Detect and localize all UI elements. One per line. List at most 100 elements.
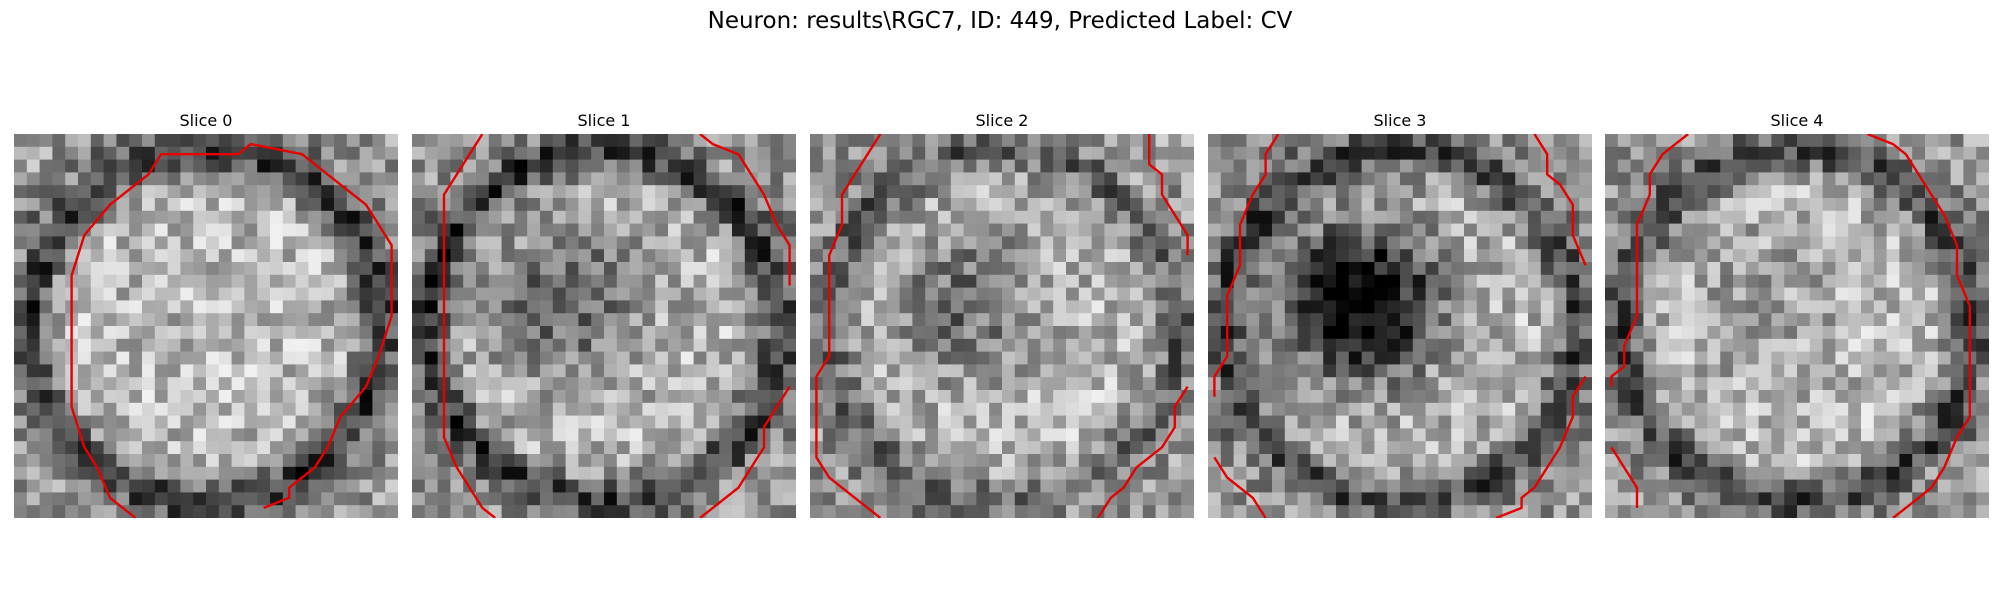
slice-2-pixel — [886, 466, 901, 481]
slice-1-pixel — [488, 198, 503, 212]
slice-2-pixel — [886, 249, 901, 263]
slice-2-pixel — [1040, 223, 1054, 237]
slice-2-pixel — [1130, 338, 1144, 353]
slice-3-pixel — [1464, 172, 1478, 186]
slice-2-pixel — [1002, 364, 1016, 378]
slice-4-pixel — [1848, 223, 1862, 237]
slice-0-pixel — [257, 223, 271, 237]
slice-0-pixel — [295, 338, 309, 353]
slice-3-pixel — [1310, 338, 1324, 353]
slice-3-pixel — [1374, 415, 1388, 429]
slice-4-pixel — [1937, 326, 1952, 340]
slice-1-pixel — [655, 492, 669, 506]
slice-4-pixel — [1861, 441, 1875, 455]
slice-2-pixel — [912, 249, 926, 263]
slice-0-pixel — [39, 415, 53, 429]
slice-4-pixel — [1771, 338, 1785, 353]
slice-0-pixel — [308, 313, 322, 327]
slice-4-pixel — [1925, 210, 1939, 225]
slice-3-pixel — [1438, 402, 1452, 417]
slice-3-pixel — [1540, 274, 1555, 289]
slice-1-pixel — [591, 146, 605, 161]
slice-4-pixel — [1681, 351, 1696, 365]
slice-4-pixel — [1745, 492, 1760, 506]
slice-3-pixel — [1553, 159, 1567, 173]
slice-2-pixel — [810, 492, 824, 506]
slice-3-pixel — [1361, 146, 1375, 161]
slice-2-pixel — [899, 262, 913, 276]
slice-3-pixel — [1451, 223, 1465, 237]
slice-1-pixel — [783, 402, 796, 417]
slice-1-pixel — [604, 338, 618, 353]
slice-4-pixel — [1605, 185, 1619, 199]
slice-3-pixel — [1438, 236, 1452, 250]
slice-0-pixel — [372, 428, 386, 442]
slice-2-pixel — [1168, 351, 1182, 365]
slice-4-pixel — [1758, 505, 1772, 518]
slice-3-pixel — [1220, 159, 1235, 173]
slice-3-pixel — [1246, 505, 1260, 518]
slice-3-pixel — [1387, 441, 1401, 455]
slice-2-pixel — [1040, 364, 1054, 378]
slice-0-pixel — [244, 198, 258, 212]
slice-2-pixel — [1040, 338, 1054, 353]
slice-4-pixel — [1694, 364, 1708, 378]
slice-1-pixel — [424, 402, 439, 417]
slice-3-pixel — [1348, 415, 1363, 429]
slice-1-pixel — [770, 172, 784, 186]
slice-3-pixel — [1566, 249, 1580, 263]
slice-4-pixel — [1617, 274, 1632, 289]
slice-1-pixel — [706, 223, 720, 237]
slice-2-pixel — [1053, 134, 1067, 148]
slice-0-pixel — [372, 287, 386, 301]
slice-0-pixel — [116, 402, 130, 417]
slice-3-pixel — [1451, 505, 1465, 518]
slice-0-pixel — [359, 441, 373, 455]
slice-4-pixel — [1694, 185, 1708, 199]
slice-3-pixel — [1246, 402, 1260, 417]
slice-2-pixel — [861, 287, 875, 301]
slice-4-pixel — [1771, 223, 1785, 237]
slice-1-pixel — [565, 441, 579, 455]
slice-1-pixel — [668, 262, 682, 276]
slice-4-pixel — [1617, 146, 1632, 161]
slice-0-pixel — [321, 287, 335, 301]
slice-4-pixel — [1605, 505, 1619, 518]
slice-3-pixel — [1425, 492, 1439, 506]
slice-0-pixel — [244, 236, 258, 250]
slice-0-pixel — [270, 428, 284, 442]
slice-4-pixel — [1605, 466, 1619, 481]
slice-1-pixel — [488, 505, 503, 518]
slice-0-pixel — [334, 236, 348, 250]
slice-0-pixel — [142, 351, 156, 365]
slice-0-pixel — [154, 441, 169, 455]
slice-3-pixel — [1387, 454, 1401, 468]
slice-2-pixel — [976, 338, 990, 353]
slice-1-pixel — [680, 402, 695, 417]
slice-4-pixel — [1733, 351, 1747, 365]
slice-0-pixel — [103, 262, 117, 276]
slice-2-pixel — [1078, 159, 1093, 173]
slice-2-pixel — [810, 249, 824, 263]
slice-4-pixel — [1950, 390, 1964, 404]
slice-0-pixel — [206, 326, 220, 340]
slice-1-pixel — [591, 223, 605, 237]
slice-4-pixel — [1797, 146, 1811, 161]
slice-1-pixel — [693, 287, 707, 301]
slice-4-pixel — [1745, 377, 1760, 391]
slice-0-pixel — [116, 223, 130, 237]
slice-0-pixel — [39, 287, 53, 301]
slice-2-pixel — [938, 505, 952, 518]
slice-1-pixel — [744, 146, 759, 161]
slice-1-pixel — [424, 326, 439, 340]
slice-2-pixel — [1117, 402, 1131, 417]
slice-3-pixel — [1348, 210, 1363, 225]
slice-3-pixel — [1336, 223, 1350, 237]
slice-1-pixel — [616, 223, 631, 237]
slice-1-pixel — [552, 492, 567, 506]
slice-1-pixel — [783, 505, 796, 518]
slice-4-pixel — [1873, 505, 1888, 518]
slice-0-pixel — [321, 313, 335, 327]
slice-1-pixel — [655, 454, 669, 468]
slice-4-pixel — [1912, 198, 1926, 212]
